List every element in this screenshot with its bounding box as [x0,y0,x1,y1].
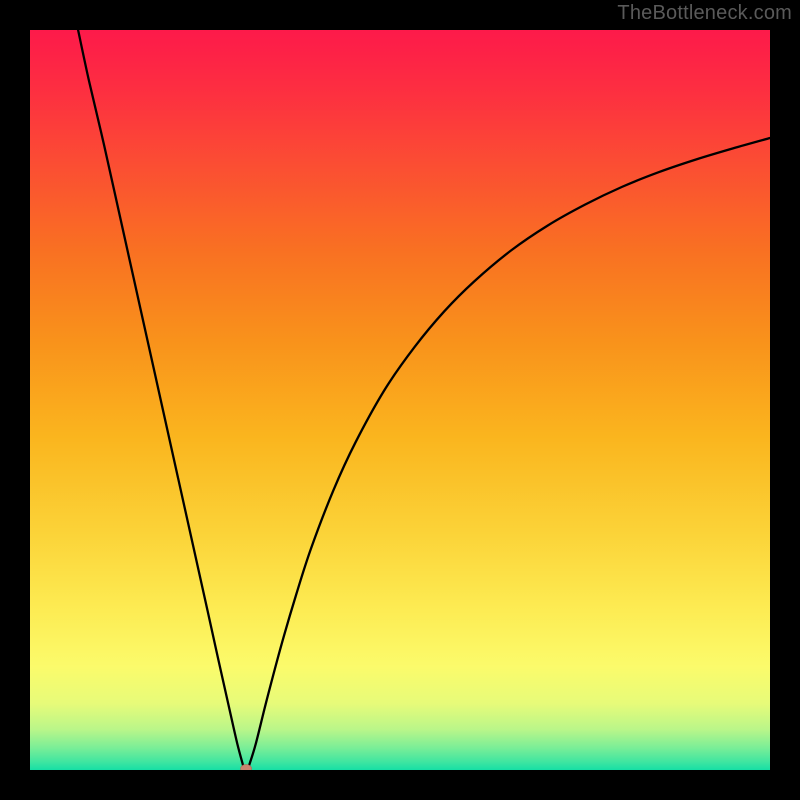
bottleneck-chart [0,0,800,800]
plot-background [30,30,770,770]
chart-container: TheBottleneck.com [0,0,800,800]
watermark-text: TheBottleneck.com [617,2,792,25]
